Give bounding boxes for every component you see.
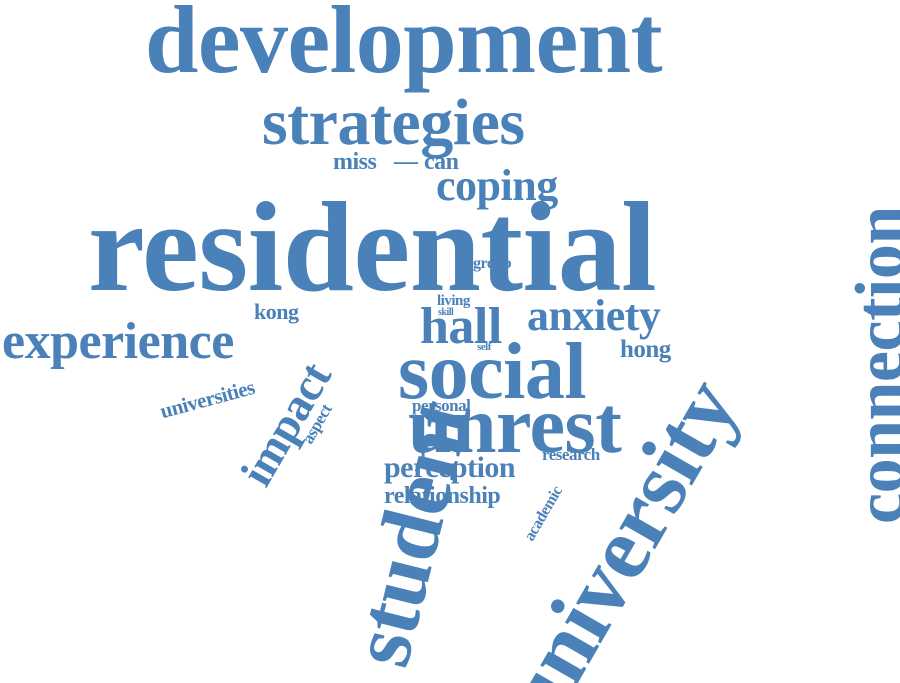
word-unrest: unrest xyxy=(408,382,622,470)
word-dash: — xyxy=(394,149,418,175)
word-perception: perception xyxy=(384,451,516,484)
word-strategies: strategies xyxy=(262,86,525,159)
word-can: can xyxy=(424,149,459,175)
word-universities: universities xyxy=(157,375,258,424)
word-social: social xyxy=(398,328,587,416)
word-anxiety: anxiety xyxy=(527,291,661,340)
word-coping: coping xyxy=(436,161,558,210)
word-experience: experience xyxy=(2,313,234,370)
word-hong: hong xyxy=(620,336,671,363)
word-personal: personal xyxy=(412,396,471,415)
word-residential: residential xyxy=(88,176,657,318)
word-connection: connection xyxy=(842,206,900,524)
word-hall: hall xyxy=(420,298,502,355)
word-group: group xyxy=(473,255,512,272)
word-self: self xyxy=(477,341,491,353)
word-miss: miss xyxy=(333,149,377,175)
word-living: living xyxy=(437,293,470,309)
word-skill: skill xyxy=(438,307,454,318)
word-academic: academic xyxy=(521,483,566,544)
word-relationship: relationship xyxy=(384,483,501,509)
word-kong: kong xyxy=(254,299,299,324)
word-research: research xyxy=(542,445,600,464)
word-development: development xyxy=(145,0,663,93)
